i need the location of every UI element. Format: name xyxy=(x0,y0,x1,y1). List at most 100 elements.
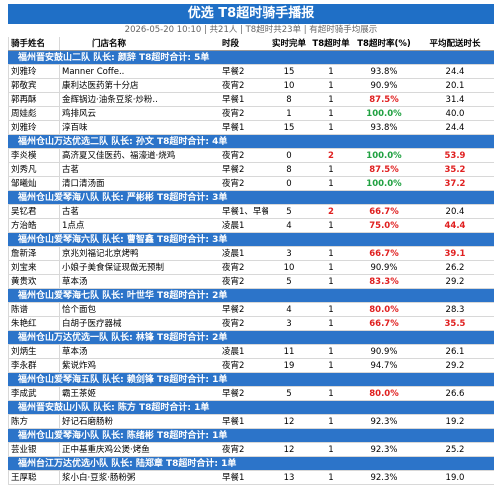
data-row: 郭敬宾 康利达医药第十分店 夜宵2 10 1 90.9% 20.1 xyxy=(8,79,494,93)
cell: 早餐2 xyxy=(222,389,245,399)
cell: 夜宵2 xyxy=(222,151,245,161)
group-label: 福州台江万达优选小队 队长: 陆郑章 T8超时合计: 1单 xyxy=(8,457,494,470)
cell: 吴钇君 xyxy=(8,205,60,218)
cell: 1 xyxy=(328,179,334,189)
data-row: 李成武 霸王茶姬 早餐2 5 1 80.0% 26.6 xyxy=(8,387,494,401)
group-label: 福州仓山爱琴海五队 队长: 赖剑锋 T8超时合计: 1单 xyxy=(8,373,494,386)
cell: 100.0% xyxy=(366,109,402,119)
cell: 3 xyxy=(286,319,292,329)
cell: 早餐1 xyxy=(222,123,245,133)
cell: 王厚聪 xyxy=(8,471,60,484)
group-row: 福州晋安鼓山小队 队长: 陈方 T8超时合计: 1单 xyxy=(8,401,494,415)
cell: 1 xyxy=(328,67,334,77)
cell: 8 xyxy=(286,95,292,105)
column-header: 骑手姓名 xyxy=(8,37,60,50)
group-row: 福州仓山万达优选二队 队长: 孙文 T8超时合计: 4单 xyxy=(8,135,494,149)
cell: 26.1 xyxy=(445,347,465,357)
data-row: 朱艳红 白胡子医疗器械 夜宵2 3 1 66.7% 35.5 xyxy=(8,317,494,331)
cell: 1 xyxy=(328,347,334,357)
cell: 15 xyxy=(283,123,295,133)
cell: 草本汤 xyxy=(62,347,88,357)
cell: 39.1 xyxy=(444,249,466,259)
cell: 75.0% xyxy=(369,221,399,231)
cell: 4 xyxy=(286,305,292,315)
cell: 金辉锅边·油条豆浆·炒粉.. xyxy=(62,95,158,105)
cell: 1 xyxy=(328,361,334,371)
cell: 10 xyxy=(283,81,295,91)
cell: 刘秀凡 xyxy=(8,163,60,176)
column-header: 实时完单 xyxy=(271,39,306,49)
cell: 淳百味 xyxy=(62,123,88,133)
cell: 凌晨1 xyxy=(222,221,245,231)
cell: 陈方 xyxy=(8,415,60,428)
cell: 夜宵2 xyxy=(222,81,245,91)
group-row: 福州仓山爱琴海五队 队长: 赖剑锋 T8超时合计: 1单 xyxy=(8,373,494,387)
cell: 19.2 xyxy=(445,417,465,427)
cell: 93.8% xyxy=(370,67,398,77)
cell: 古茗 xyxy=(62,165,80,175)
column-header: 时段 xyxy=(222,39,240,49)
cell: 24.4 xyxy=(445,123,465,133)
cell: 44.4 xyxy=(444,221,466,231)
data-row: 芸业银 正中基重庆鸡公煲·烤鱼 夜宵2 12 1 92.3% 25.2 xyxy=(8,443,494,457)
cell: 12 xyxy=(283,417,295,427)
column-header: T8超时率(%) xyxy=(357,39,411,49)
cell: 芸业银 xyxy=(8,443,60,456)
cell: 夜宵2 xyxy=(222,445,245,455)
cell: 早餐1 xyxy=(222,473,245,483)
cell: 80.0% xyxy=(369,389,399,399)
group-label: 福州仓山万达优选一队 队长: 林锋 T8超时合计: 2单 xyxy=(8,331,494,344)
cell: 2 xyxy=(328,151,334,161)
cell: 11 xyxy=(283,347,295,357)
cell: 35.2 xyxy=(444,165,466,175)
cell: 2 xyxy=(328,207,334,217)
cell: 恰个面包 xyxy=(62,305,97,315)
data-row: 李炎模 高济夏又佳医药、福濠道·烧鸡 夜宵2 0 2 100.0% 53.9 xyxy=(8,149,494,163)
cell: 白胡子医疗器械 xyxy=(62,319,122,329)
column-header: 平均配送时长 xyxy=(429,39,481,49)
group-label: 福州仓山万达优选二队 队长: 孙文 T8超时合计: 4单 xyxy=(8,135,494,148)
data-row: 刘炳生 草本汤 凌晨1 11 1 90.9% 26.1 xyxy=(8,345,494,359)
cell: 90.9% xyxy=(370,81,398,91)
data-row: 王厚聪 浆小白·豆浆·肠粉粥 早餐1 13 1 92.3% 19.0 xyxy=(8,471,494,485)
cell: 1 xyxy=(328,109,334,119)
cell: 1 xyxy=(328,95,334,105)
data-row: 詹新泽 京兆刘福记北京烤鸭 凌晨1 3 1 66.7% 39.1 xyxy=(8,247,494,261)
cell: 66.7% xyxy=(369,249,399,259)
cell: 詹新泽 xyxy=(8,247,60,260)
cell: 83.3% xyxy=(369,277,399,287)
cell: 1 xyxy=(328,165,334,175)
group-row: 福州仓山爱琴海小队 队长: 陈绪彬 T8超时合计: 1单 xyxy=(8,429,494,443)
cell: 夜宵2 xyxy=(222,109,245,119)
cell: 浆小白·豆浆·肠粉粥 xyxy=(62,473,136,483)
cell: 10 xyxy=(283,263,295,273)
cell: 康利达医药第十分店 xyxy=(62,81,139,91)
data-row: 刘雅玲 淳百味 早餐1 15 1 93.8% 24.4 xyxy=(8,121,494,135)
cell: 1 xyxy=(328,81,334,91)
cell: 100.0% xyxy=(366,151,402,161)
data-row: 郭再酥 金辉锅边·油条豆浆·炒粉.. 早餐1 8 1 87.5% 31.4 xyxy=(8,93,494,107)
cell: 5 xyxy=(286,389,292,399)
cell: 早餐2 xyxy=(222,305,245,315)
cell: 15 xyxy=(283,67,295,77)
cell: 京兆刘福记北京烤鸭 xyxy=(62,249,139,259)
cell: 刘宝来 xyxy=(8,261,60,274)
data-row: 刘雅玲 Manner Coffe.. 早餐2 15 1 93.8% 24.4 xyxy=(8,65,494,79)
cell: 霸王茶姬 xyxy=(62,389,97,399)
table: 骑手姓名 门店名称 时段 实时完单 T8超时单 T8超时率(%) 平均配送时长 福州晋安鼓山二… xyxy=(8,37,494,485)
cell: 邹曦灿 xyxy=(8,177,60,190)
group-label: 福州仓山爱琴海六队 队长: 曹智鑫 T8超时合计: 3单 xyxy=(8,233,494,246)
cell: 93.8% xyxy=(370,123,398,133)
cell: 1 xyxy=(328,123,334,133)
cell: 28.3 xyxy=(445,305,465,315)
cell: 53.9 xyxy=(444,151,466,161)
data-row: 黄贵欢 草本汤 夜宵2 5 1 83.3% 29.2 xyxy=(8,275,494,289)
cell: 26.6 xyxy=(445,389,465,399)
cell: 87.5% xyxy=(369,95,399,105)
cell: 夜宵2 xyxy=(222,319,245,329)
cell: 4 xyxy=(286,221,292,231)
cell: 0 xyxy=(286,151,292,161)
cell: 夜宵2 xyxy=(222,277,245,287)
cell: 31.4 xyxy=(445,95,465,105)
